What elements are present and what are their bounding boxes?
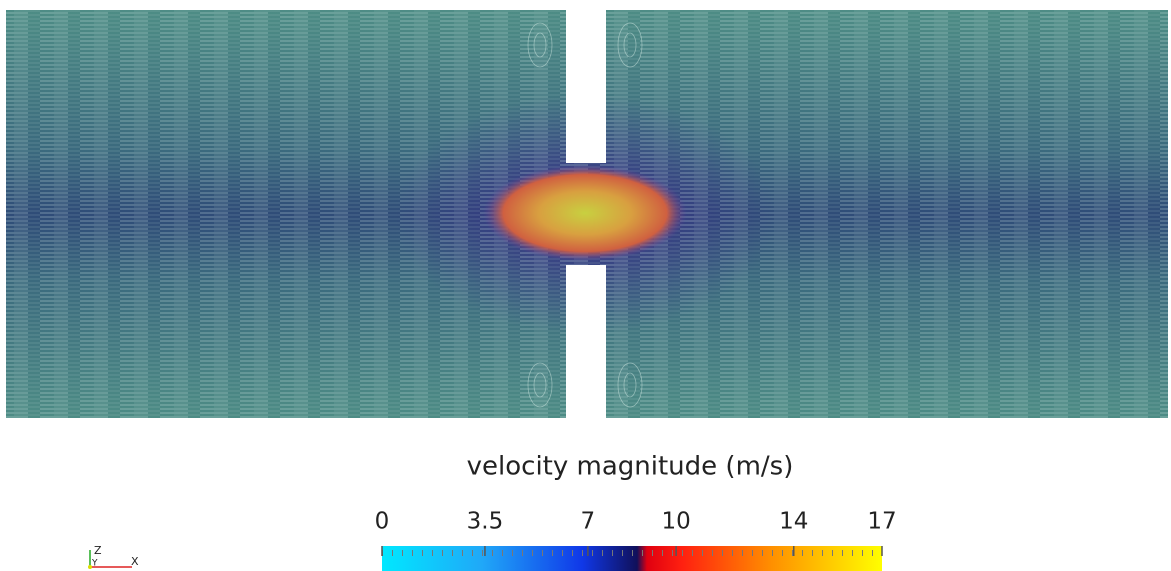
colorbar-tick-label: 10 — [661, 509, 690, 535]
colorbar-tick-label: 17 — [867, 509, 896, 535]
axis-label-x: X — [131, 555, 139, 568]
colorbar-tick-label: 0 — [375, 509, 390, 535]
axes-triad: Z Y X — [88, 544, 139, 569]
colorbar-ticks: 0 3.5 7 10 14 17 — [375, 509, 897, 556]
colorbar-tick-label: 7 — [581, 509, 596, 535]
colorbar-minor-ticks — [382, 546, 882, 571]
colorbar-tick-label: 14 — [779, 509, 808, 535]
flow-field — [6, 10, 1168, 418]
axis-label-z: Z — [94, 544, 102, 557]
colorbar-title: velocity magnitude (m/s) — [467, 452, 794, 482]
axis-label-y: Y — [91, 559, 98, 569]
colorbar-tick-label: 3.5 — [467, 509, 504, 535]
